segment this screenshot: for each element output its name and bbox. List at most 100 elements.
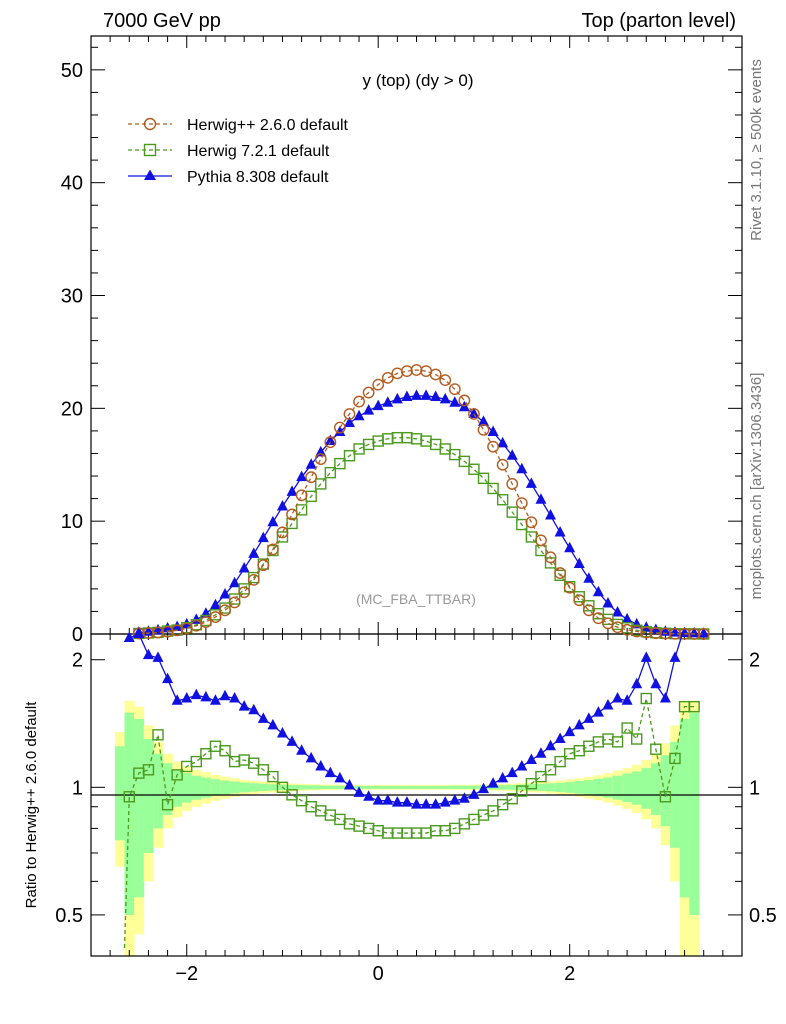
band-green-bin [517, 784, 528, 791]
pythia-point [353, 409, 365, 421]
pythia-point [449, 396, 461, 407]
herwigpp-point [199, 616, 212, 628]
axis-tick-labels: 0 10 20 30 40 50 0.5 0.5 1 1 2 2 −2 0 2 [55, 60, 777, 985]
band-green-bin [162, 763, 173, 816]
ratio-herwig7-point [190, 755, 203, 768]
ratio-pythia-point [391, 796, 403, 807]
ratio-pythia-point [525, 753, 537, 765]
band-green-bin [631, 771, 642, 805]
ratio-herwig7-point [525, 777, 538, 790]
ratio-y-tick-label-left: 2 [72, 650, 83, 672]
ratio-pythia-point [324, 766, 336, 778]
ratio-pythia-point [592, 706, 604, 717]
ratio-herwig7-point [123, 791, 135, 803]
band-green-bin [306, 785, 317, 790]
ratio-pythia-point [200, 690, 212, 702]
ratio-pythia-point [650, 677, 662, 689]
ratio-herwig7-line [123, 698, 695, 949]
herwigpp-point [314, 453, 327, 466]
band-green-bin [296, 785, 307, 790]
ratio-herwig7-point [583, 740, 595, 752]
herwig7-point [458, 455, 471, 468]
pythia-point [439, 392, 451, 404]
herwigpp-point [659, 627, 672, 640]
pythia-point [516, 462, 528, 474]
ratio-pythia-point [238, 700, 250, 711]
ratio-herwig7-point [257, 764, 270, 776]
y-tick-label: 50 [61, 60, 83, 82]
header-left: 7000 GeV pp [103, 10, 221, 32]
herwigpp-point [477, 423, 490, 436]
herwigpp-point [448, 383, 461, 396]
band-green-bin [402, 785, 413, 789]
ratio-pythia-point [478, 782, 490, 794]
ratio-herwig7-point [248, 757, 260, 769]
ratio-pythia-point [506, 766, 518, 778]
y-tick-label: 0 [72, 624, 83, 646]
pythia-point [286, 485, 298, 496]
band-green-bin [373, 785, 384, 789]
legend-marker-herwigpp [143, 117, 157, 131]
herwigpp-point [219, 604, 231, 617]
ratio-pythia-point [152, 651, 164, 662]
herwigpp-point [525, 516, 538, 529]
pythia-point [506, 449, 518, 460]
band-green-bin [593, 778, 604, 797]
pythia-point [698, 627, 710, 638]
herwig7-point [525, 531, 538, 543]
ratio-herwig7-point [544, 764, 557, 776]
band-green-bin [555, 782, 566, 792]
x-tick-label: −2 [175, 963, 198, 985]
ratio-pythia-point [372, 794, 384, 805]
analysis-name: (MC_FBA_TTBAR) [356, 591, 476, 607]
herwig7-point [276, 531, 289, 543]
band-green-bin [679, 718, 690, 898]
band-green-bin [411, 785, 422, 789]
band-green-bin [450, 785, 461, 789]
pythia-point [545, 509, 557, 520]
ratio-herwig7-point [688, 700, 700, 713]
band-green-bin [459, 785, 470, 789]
band-green-bin [641, 768, 652, 809]
legend-marker-herwig7 [143, 143, 157, 157]
pythia-point [334, 425, 346, 437]
band-green-bin [574, 781, 585, 794]
band-green-bin [603, 777, 614, 798]
ratio-pythia-point [669, 651, 681, 662]
ratio-herwig7-point [554, 755, 566, 768]
pythia-point [659, 625, 671, 636]
herwigpp-point [286, 508, 298, 521]
pythia-point [142, 625, 154, 636]
ratio-herwig7-point [506, 793, 518, 805]
herwigpp-point [429, 368, 442, 381]
band-green-bin [497, 785, 508, 790]
pythia-point [324, 434, 336, 446]
header-right: Top (parton level) [581, 10, 736, 32]
ratio-pythia-point [487, 777, 499, 788]
herwigpp-point [276, 526, 289, 539]
herwigpp-point [247, 573, 260, 586]
herwigpp-point [678, 627, 691, 640]
ratio-pythia-point [353, 786, 365, 797]
pythia-point [401, 390, 413, 402]
band-green-bin [268, 784, 279, 791]
ratio-pythia-point [439, 796, 451, 807]
band-green-bin [564, 782, 575, 793]
band-green-bin [153, 753, 164, 829]
ratio-pythia-point [276, 726, 288, 738]
legend-label-herwigpp: Herwig++ 2.6.0 default [187, 117, 349, 134]
ratio-pythia-point [631, 677, 643, 689]
pythia-point [420, 389, 432, 400]
ratio-herwig7-point [458, 818, 471, 830]
ratio-pythia-point [142, 648, 154, 660]
y-tick-label: 40 [61, 173, 83, 195]
ratio-uncertainty-bands [114, 700, 700, 956]
herwigpp-point [381, 371, 394, 384]
band-green-bin [335, 785, 346, 789]
main-series-layer [132, 364, 710, 640]
pythia-point [554, 525, 566, 537]
band-green-bin [612, 775, 623, 800]
band-green-bin [651, 763, 662, 816]
band-green-bin [584, 780, 595, 795]
